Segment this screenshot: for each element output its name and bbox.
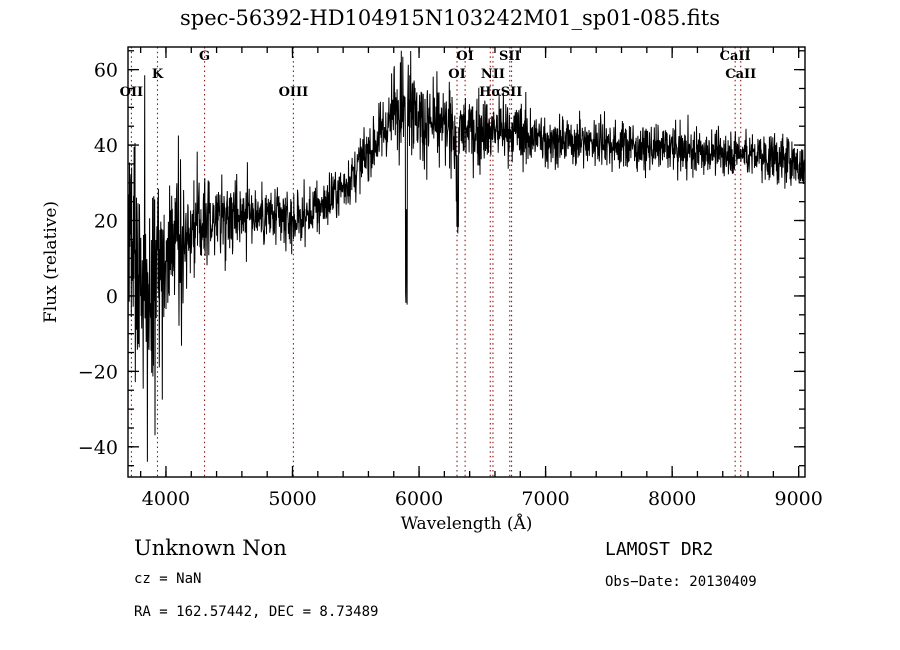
line-label-hα: Hα: [479, 85, 501, 100]
coordinates-label: RA = 162.57442, DEC = 8.73489: [134, 604, 379, 620]
y-axis-label: Flux (relative): [41, 201, 61, 323]
y-tick-label: −40: [78, 437, 118, 459]
line-label-nii: NII: [481, 67, 505, 82]
line-label-caii: CaII: [720, 49, 751, 64]
line-label-sii: SII: [499, 49, 521, 64]
line-label-k: K: [152, 67, 164, 82]
page-title: spec-56392-HD104915N103242M01_sp01-085.f…: [179, 6, 720, 30]
cz-label: cz = NaN: [134, 571, 202, 587]
spectrum-trace-group: [128, 50, 805, 462]
obs-date-label: Obs−Date: 20130409: [605, 574, 757, 590]
x-tick-label: 4000: [142, 488, 190, 510]
line-label-caii: CaII: [725, 67, 756, 82]
object-class-label: Unknown Non: [134, 536, 287, 560]
axis-labels-group: 4000 5000 6000 7000 8000 9000 60 40 20 0 −20 −40 Wav…: [41, 60, 823, 534]
x-tick-label: 6000: [395, 488, 443, 510]
y-tick-label: 20: [94, 211, 118, 233]
x-axis-label: Wavelength (Å): [401, 513, 533, 534]
x-tick-label: 7000: [521, 488, 569, 510]
x-tick-label: 8000: [648, 488, 696, 510]
line-label-sii: SII: [501, 85, 523, 100]
axis-ticks-group: [128, 47, 805, 477]
line-marker-labels-group: OII K G OIII OI OI Hα NII SII SII CaII CaII: [120, 49, 757, 100]
plot-frame: [127, 46, 806, 478]
y-tick-label: 60: [94, 60, 118, 82]
line-label-oi: OI: [456, 49, 473, 64]
line-label-oii: OII: [120, 85, 144, 100]
x-tick-label: 9000: [774, 488, 822, 510]
line-label-g: G: [199, 49, 210, 64]
x-tick-label: 5000: [268, 488, 316, 510]
y-tick-label: 40: [94, 135, 118, 157]
y-tick-label: 0: [106, 286, 118, 308]
line-label-oiii: OIII: [279, 85, 309, 100]
plot-frame-group: [127, 46, 806, 478]
line-label-oi: OI: [448, 67, 465, 82]
y-tick-label: −20: [78, 361, 118, 383]
spectrum-trace: [128, 50, 805, 462]
survey-label: LAMOST DR2: [605, 539, 714, 560]
